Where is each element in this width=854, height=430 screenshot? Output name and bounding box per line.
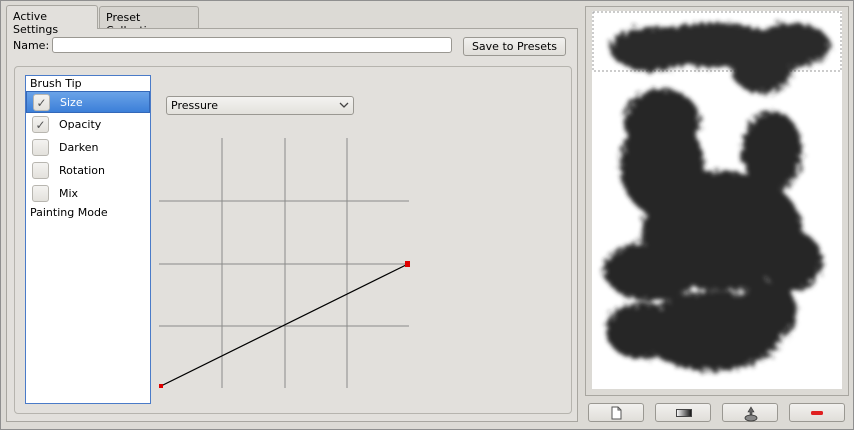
sensor-combo[interactable]: Pressure [166, 96, 354, 115]
gradient-icon [676, 409, 692, 417]
name-input[interactable] [52, 37, 452, 53]
check-icon: ✓ [36, 96, 47, 110]
list-header-brush-tip: Brush Tip [30, 77, 82, 90]
list-item-label: Size [60, 96, 83, 109]
list-item-opacity[interactable]: ✓ Opacity [26, 114, 150, 136]
size-checkbox[interactable]: ✓ [33, 94, 50, 111]
curve-grid [159, 138, 409, 388]
brush-button[interactable] [722, 403, 778, 422]
tab-preset-collection[interactable]: Preset Collection [99, 6, 199, 37]
save-button-label: Save to Presets [471, 40, 558, 53]
opacity-checkbox[interactable]: ✓ [32, 116, 49, 133]
list-item-label: Mix [59, 187, 79, 200]
list-item-mix[interactable]: Mix [26, 183, 150, 205]
minus-icon [811, 411, 823, 415]
brush-preview-canvas[interactable] [592, 11, 842, 389]
brush-stroke-main [604, 89, 822, 371]
sensor-curve-editor[interactable] [159, 138, 411, 390]
list-item-label: Rotation [59, 164, 106, 177]
chevron-down-icon [339, 102, 349, 108]
check-icon: ✓ [35, 118, 46, 132]
tab-active-settings[interactable]: Active Settings [6, 5, 98, 36]
save-to-presets-button[interactable]: Save to Presets [463, 37, 566, 56]
list-item-label: Opacity [59, 118, 102, 131]
tab-label: Active Settings [13, 10, 59, 36]
curve-point-start[interactable] [159, 384, 163, 388]
list-header-painting-mode: Painting Mode [30, 206, 108, 219]
sensor-combo-value: Pressure [171, 99, 218, 112]
preview-stroke-frame [592, 11, 842, 72]
mix-checkbox[interactable] [32, 185, 49, 202]
curve-point-end[interactable] [405, 261, 410, 267]
remove-button[interactable] [789, 403, 845, 422]
document-icon [611, 406, 622, 420]
gradient-button[interactable] [655, 403, 711, 422]
brush-stroke-top [610, 23, 830, 93]
name-label: Name: [13, 39, 50, 52]
curve-line [160, 263, 409, 387]
list-item-label: Darken [59, 141, 99, 154]
list-item-rotation[interactable]: Rotation [26, 160, 150, 182]
list-item-size[interactable]: ✓ Size [26, 91, 150, 113]
darken-checkbox[interactable] [32, 139, 49, 156]
list-item-darken[interactable]: Darken [26, 137, 150, 159]
new-document-button[interactable] [588, 403, 644, 422]
brush-icon [744, 406, 758, 422]
settings-list[interactable]: Brush Tip ✓ Size ✓ Opacity Darken Rotati… [25, 75, 151, 404]
rotation-checkbox[interactable] [32, 162, 49, 179]
